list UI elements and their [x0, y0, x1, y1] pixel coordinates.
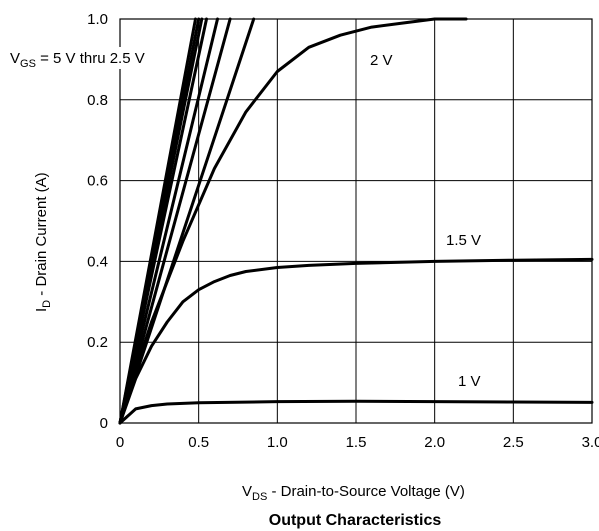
- series-line-9: [118, 257, 594, 425]
- x-tick-label: 1.0: [267, 434, 288, 451]
- plot-frame: [119, 18, 593, 424]
- y-tick-label: 0.2: [87, 334, 108, 351]
- y-tick-label: 0.8: [87, 92, 108, 109]
- x-tick-label: 1.5: [346, 434, 367, 451]
- x-tick-label: 2.0: [424, 434, 445, 451]
- y-tick-label: 0: [100, 415, 108, 432]
- x-tick-label: 2.5: [503, 434, 524, 451]
- y-tick-label: 0.4: [87, 253, 108, 270]
- curve-label-1v: 1 V: [458, 373, 481, 390]
- x-tick-labels: 0 0.5 1.0 1.5 2.0 2.5 3.0: [116, 434, 599, 451]
- curve-label-2v: 2 V: [370, 52, 393, 69]
- series-group: [118, 17, 594, 425]
- x-tick-label: 3.0: [582, 434, 599, 451]
- series-line-8: [118, 17, 468, 425]
- series-line-4: [118, 17, 208, 425]
- series-line-10: [118, 399, 594, 425]
- gridlines: [120, 19, 592, 423]
- vgs-range-label: VGS = 5 V thru 2.5 V: [10, 50, 145, 70]
- curve-label-1-5v: 1.5 V: [446, 232, 481, 249]
- y-axis-label: ID - Drain Current (A): [33, 172, 53, 312]
- y-tick-labels: 0 0.2 0.4 0.6 0.8 1.0: [87, 11, 108, 432]
- series-line-7: [118, 17, 256, 425]
- x-tick-label: 0: [116, 434, 124, 451]
- series-line-6: [118, 17, 232, 425]
- x-tick-label: 0.5: [188, 434, 209, 451]
- x-axis-label: VDS - Drain-to-Source Voltage (V): [242, 483, 465, 503]
- series-line-5: [118, 17, 219, 425]
- vgs-label-background: [5, 47, 183, 69]
- y-tick-label: 1.0: [87, 11, 108, 28]
- chart-title: Output Characteristics: [269, 512, 442, 529]
- y-tick-label: 0.6: [87, 173, 108, 190]
